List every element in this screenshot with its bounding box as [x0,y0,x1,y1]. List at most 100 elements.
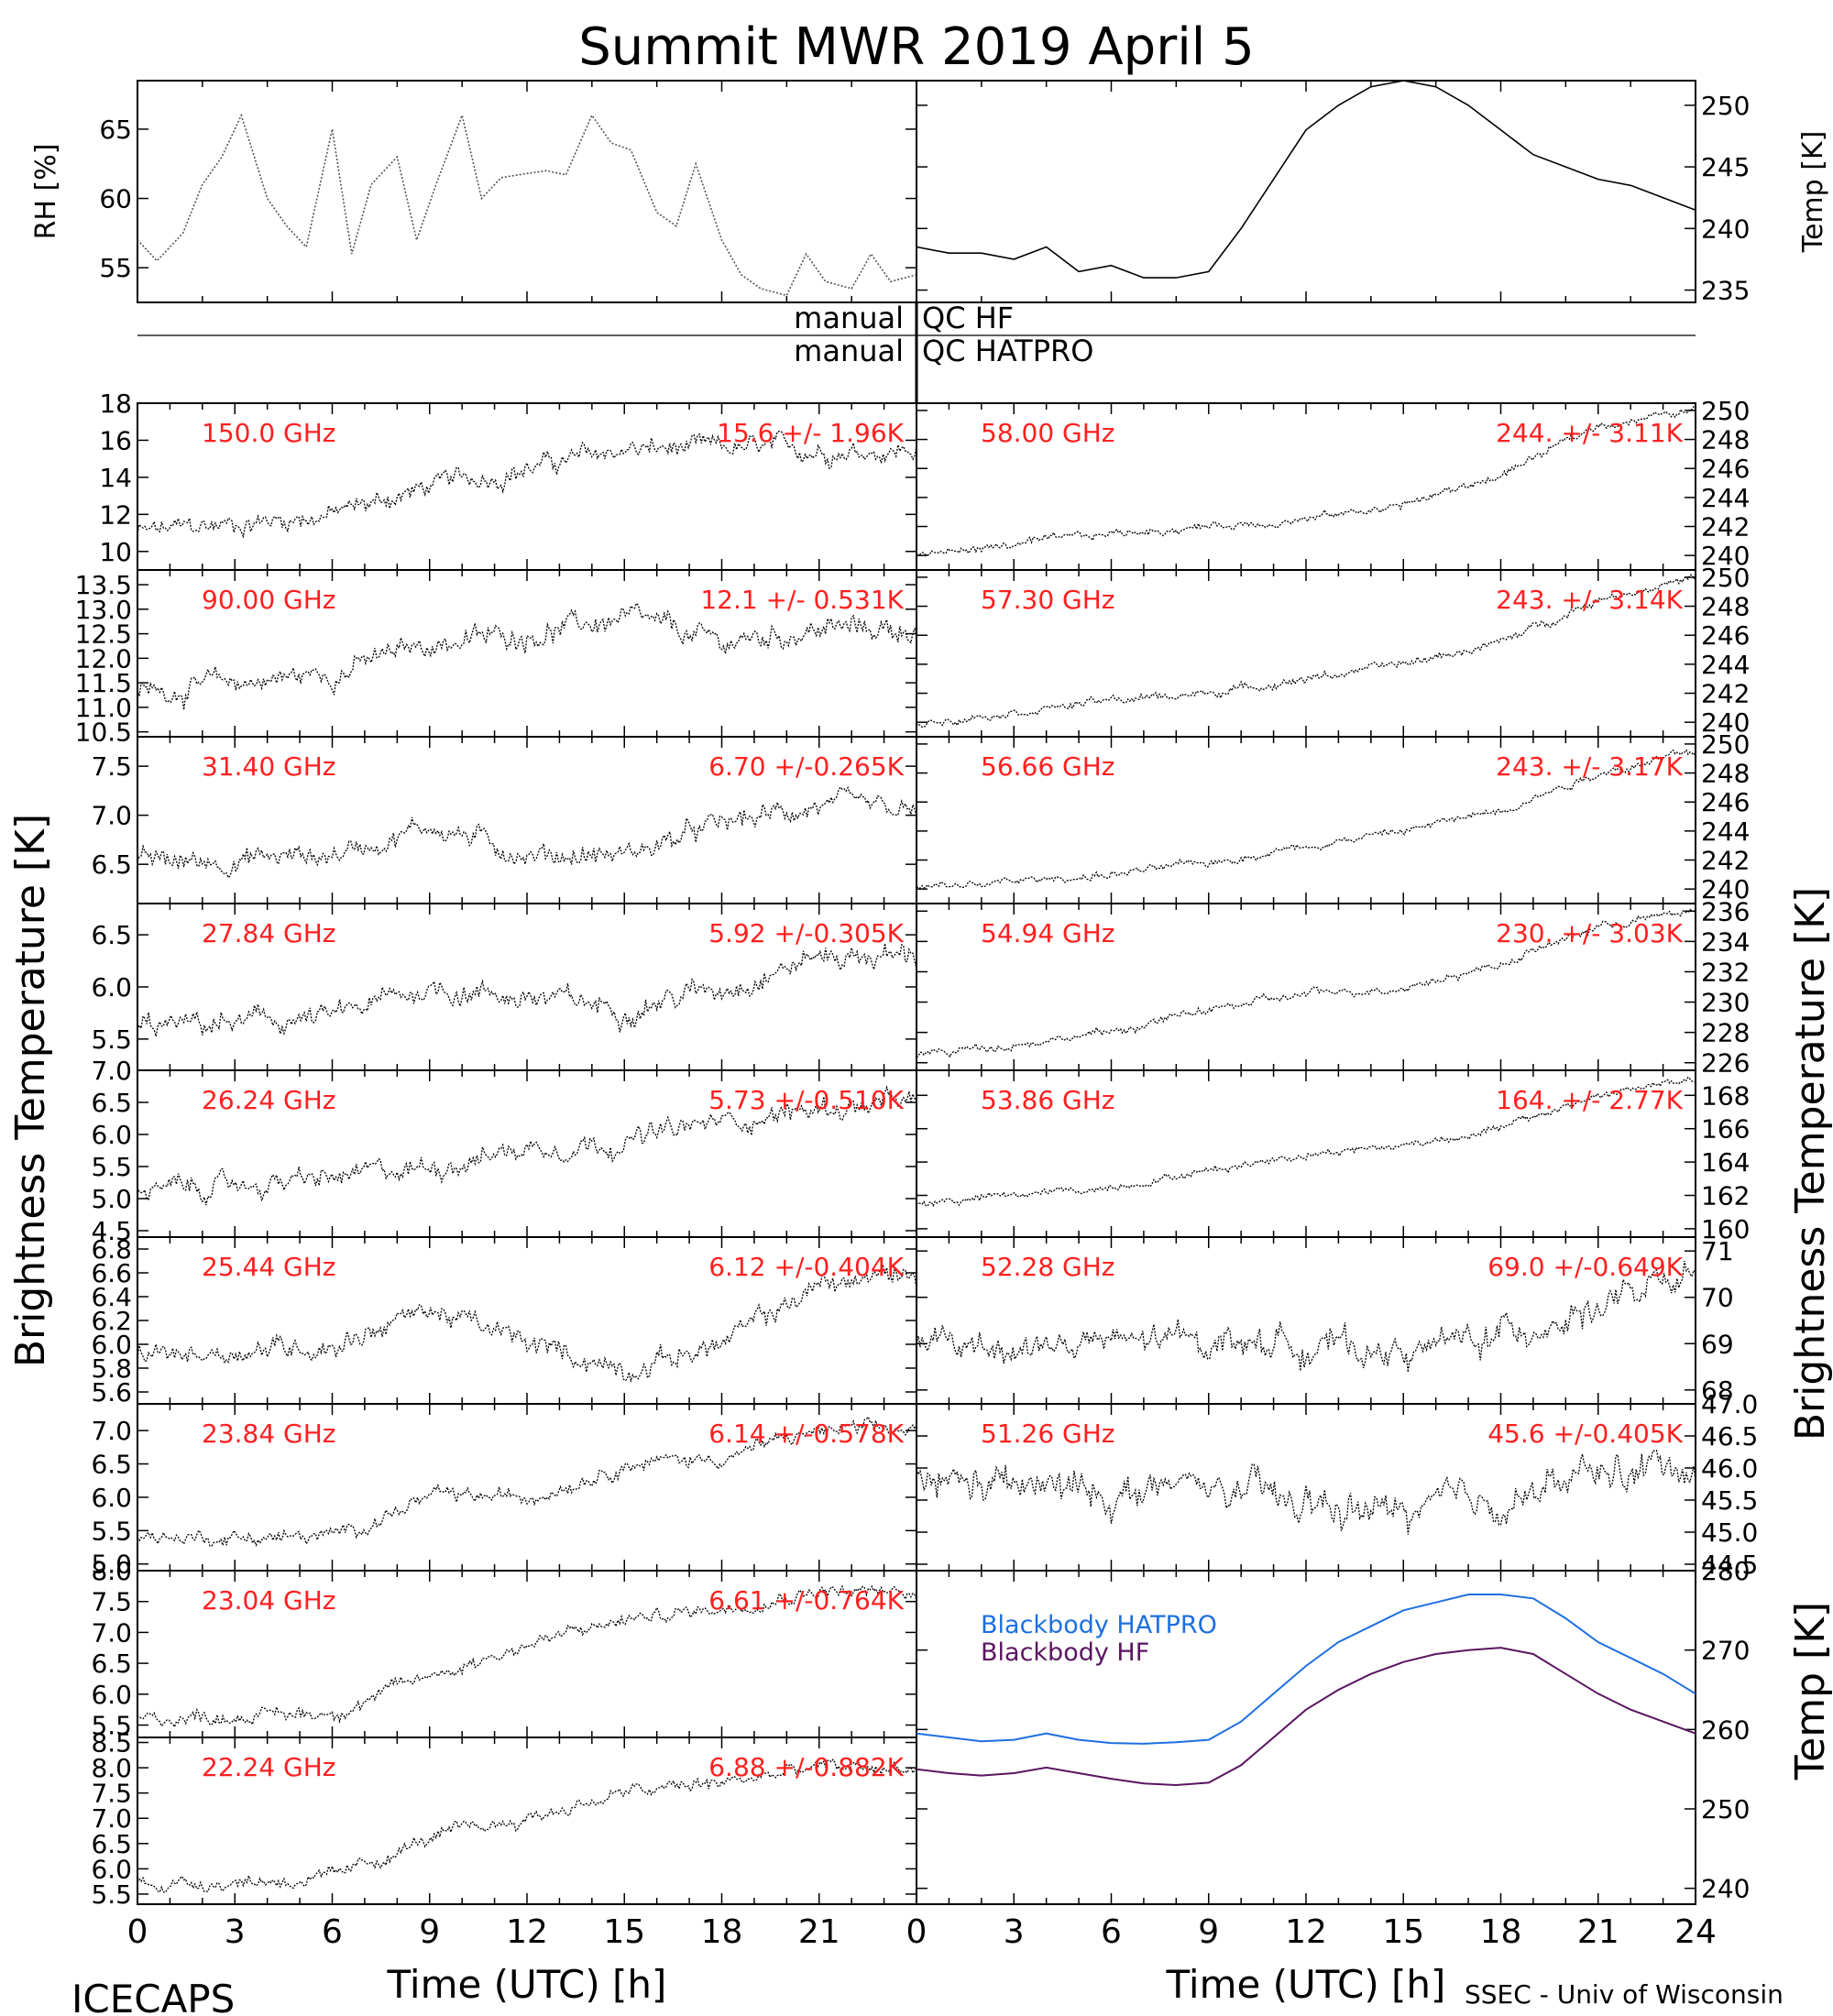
y-tick-label: 13.0 [75,595,132,625]
trace-ch90 [137,602,917,710]
trace-ch5228 [916,1260,1696,1373]
rh-axis-label: RH [%] [30,144,62,240]
y-tick-label: 6.5 [91,920,132,950]
y-tick-label: 46.5 [1701,1421,1758,1452]
trace-ch2224 [137,1758,917,1893]
channel-stats: 6.14 +/-0.578K [708,1419,904,1449]
panel-ch2224: 5.56.06.57.07.58.08.5 22.24 GHz 6.88 +/-0.… [91,1728,917,1910]
panel-ch2384: 5.0 5.56.06.5 7.0 23.84 GHz 6.14 +/-0.578K [91,1403,917,1580]
panel-blackbody: 240 250 260 270 280 Blackbody HATPROBlackbody… [916,1556,1750,1905]
x-tick-label-right: 9 [1198,1913,1219,1951]
y-tick-label: 6.0 [91,1120,132,1150]
y-tick-label: 12 [99,499,132,530]
y-tick-label: 164 [1701,1147,1750,1178]
channel-frequency: 57.30 GHz [981,585,1115,615]
y-tick-label: 250 [1701,91,1750,121]
trace-ch2544 [137,1265,917,1384]
y-tick-label: 13.5 [75,570,132,600]
y-tick-label: 16 [99,425,132,455]
channel-frequency: 53.86 GHz [981,1085,1115,1115]
channel-stats: 243. +/- 3.17K [1496,751,1683,782]
panel-frame [137,80,917,303]
y-tick-label: 280 [1701,1556,1750,1586]
channel-stats: 6.12 +/-0.404K [708,1252,904,1282]
y-tick-label: 244 [1701,650,1750,680]
y-tick-label: 246 [1701,454,1750,484]
legend-hf: Blackbody HF [981,1638,1149,1667]
y-tick-label: 6.0 [91,972,132,1003]
y-tick-label: 14 [99,463,132,493]
y-tick-label: 65 [99,115,132,145]
channel-frequency: 52.28 GHz [981,1252,1115,1282]
channel-stats: 12.1 +/- 0.531K [700,585,904,615]
y-tick-label: 166 [1701,1114,1750,1145]
y-tick-label: 240 [1701,541,1750,571]
y-tick-label: 6.2 [91,1306,132,1336]
channel-frequency: 51.26 GHz [981,1419,1115,1449]
y-tick-label: 6.5 [91,1088,132,1118]
y-tick-label: 8.0 [91,1753,132,1783]
x-tick-label-left: 21 [798,1913,840,1951]
trace-ch2384 [137,1415,917,1548]
y-tick-label: 60 [99,184,132,214]
y-tick-label: 242 [1701,846,1750,876]
y-tick-label: 226 [1701,1048,1750,1079]
y-tick-label: 8.5 [91,1728,132,1759]
channel-frequency: 26.24 GHz [202,1085,336,1115]
y-tick-label: 6.0 [91,1680,132,1710]
panel-rh: 55 60 65 RH [%] [30,80,917,303]
y-tick-label: 8.0 [91,1556,132,1586]
y-tick-label: 250 [1701,729,1750,760]
x-tick-label-right: 6 [1101,1913,1122,1951]
channel-frequency: 23.84 GHz [202,1419,336,1449]
qc-row1-right: QC HF [922,301,1014,335]
channel-stats: 243. +/- 3.14K [1496,585,1683,615]
figure-title: Summit MWR 2019 April 5 [578,17,1255,77]
y-tick-label: 7.0 [91,1416,132,1446]
legend-hatpro: Blackbody HATPRO [981,1611,1217,1639]
y-tick-label: 168 [1701,1080,1750,1111]
y-tick-label: 44.5 [1701,1550,1758,1580]
trace-ch2304 [137,1584,917,1728]
y-tick-label: 10.5 [75,718,132,748]
y-tick-label: 245 [1701,152,1750,182]
y-tick-label: 232 [1701,957,1750,987]
channel-frequency: 22.24 GHz [202,1752,336,1782]
y-tick-label: 240 [1701,707,1750,738]
channel-frequency: 150.0 GHz [202,418,336,448]
qc-row2-left: manual [794,334,904,368]
panel-frame [916,80,1696,303]
y-tick-label: 242 [1701,679,1750,709]
trace-rh [137,113,917,297]
panel-temp: 235 240 245 250 Temp [K] [916,80,1829,306]
channel-stats: 45.6 +/-0.405K [1487,1419,1683,1449]
x-tick-label-right: 3 [1004,1913,1025,1951]
y-tick-label: 45.0 [1701,1517,1758,1548]
channel-stats: 164. +/- 2.77K [1496,1085,1683,1115]
y-tick-label: 6.4 [91,1282,132,1312]
qc-row1-left: manual [794,301,904,335]
x-tick-label-left: 6 [322,1913,343,1951]
y-tick-label: 5.0 [91,1550,132,1580]
y-tick-label: 68 [1701,1375,1734,1406]
channel-frequency: 25.44 GHz [202,1252,336,1282]
y-tick-label: 234 [1701,926,1750,957]
y-tick-label: 45.5 [1701,1485,1758,1516]
footer-left: ICECAPS [71,1977,235,2016]
series-hatpro [916,1594,1696,1745]
x-tick-label-left: 3 [225,1913,246,1951]
y-tick-label: 5.8 [91,1353,132,1384]
y-tick-label: 240 [1701,214,1750,244]
y-tick-label: 46.0 [1701,1453,1758,1484]
y-tick-label: 5.6 [91,1377,132,1408]
channel-frequency: 31.40 GHz [202,751,336,782]
y-tick-label: 11.5 [75,668,132,698]
y-tick-label: 12.0 [75,643,132,674]
channel-stats: 6.61 +/-0.764K [708,1585,904,1616]
x-tick-label-right: 15 [1382,1913,1424,1951]
y-tick-label: 5.5 [91,1879,132,1910]
